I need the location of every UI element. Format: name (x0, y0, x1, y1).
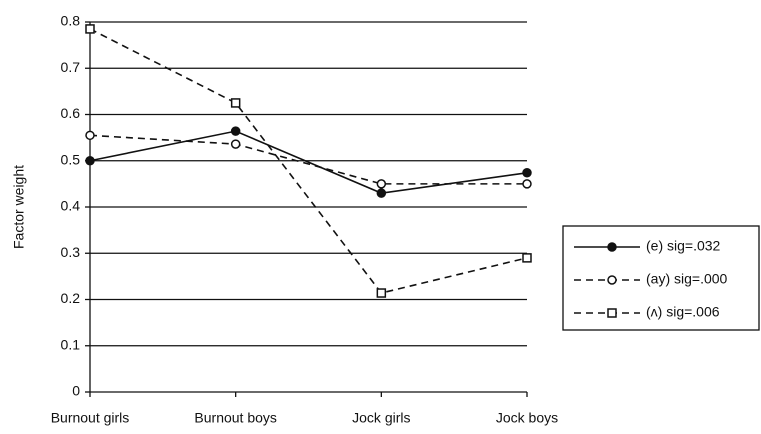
x-tick-label: Burnout boys (194, 410, 277, 426)
y-tick-label: 0.6 (61, 105, 81, 121)
series-line (89, 134, 527, 185)
x-tick-label: Jock girls (352, 410, 410, 426)
legend-box (562, 225, 760, 331)
legend-label: (ay) sig=.000 (646, 271, 728, 287)
marker (376, 288, 387, 298)
marker (85, 24, 95, 34)
y-tick-label: 0 (72, 383, 80, 399)
marker (607, 275, 617, 285)
x-tick-label: Jock boys (496, 410, 558, 426)
y-tick-label: 0.3 (61, 244, 81, 260)
marker (85, 156, 95, 166)
marker (85, 130, 95, 141)
y-tick-label: 0.8 (61, 13, 81, 29)
marker (230, 139, 241, 149)
marker (376, 188, 387, 198)
marker (522, 253, 532, 263)
marker (607, 308, 617, 318)
legend-label: (e) sig=.032 (646, 238, 721, 254)
marker (230, 98, 241, 108)
y-tick-label: 0.5 (61, 151, 81, 167)
marker (522, 168, 532, 178)
y-tick-label: 0.7 (61, 59, 81, 75)
y-tick-label: 0.4 (61, 198, 81, 214)
series-line (89, 130, 528, 194)
x-tick-label: Burnout girls (51, 410, 130, 426)
legend-label: (ʌ) sig=.006 (646, 304, 720, 320)
marker (522, 179, 532, 189)
marker (376, 179, 387, 189)
legend: (e) sig=.032 (ay) sig=.000 (ʌ) sig=.006 (562, 225, 760, 331)
y-tick-label: 0.1 (61, 336, 81, 352)
y-tick-label: 0.2 (61, 290, 81, 306)
marker (230, 126, 241, 136)
y-axis-label: Factor weight (11, 165, 27, 249)
marker (607, 242, 617, 252)
